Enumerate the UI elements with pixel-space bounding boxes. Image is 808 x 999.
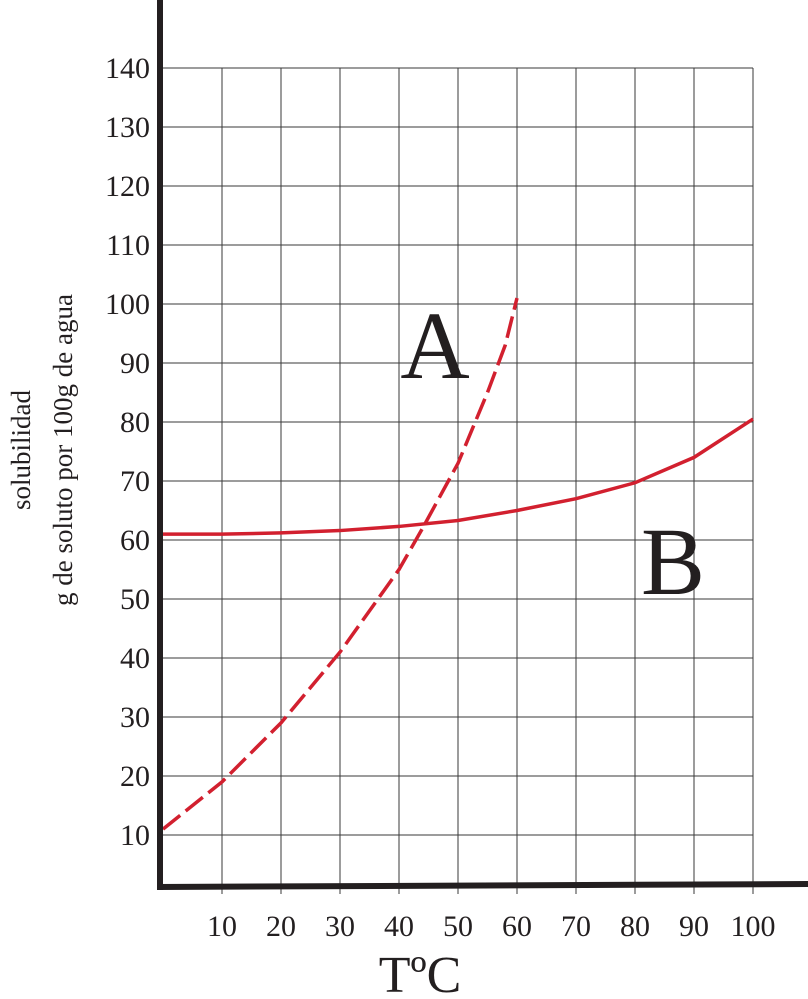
x-tick-label: 60: [502, 910, 532, 943]
x-tick-label: 10: [207, 910, 237, 943]
y-tick-label: 50: [120, 583, 150, 616]
y-tick-label: 80: [120, 406, 150, 439]
x-tick-label: 30: [325, 910, 355, 943]
y-tick-label: 110: [106, 229, 150, 262]
y-tick-label: 40: [120, 642, 150, 675]
x-axis-label: TºC: [379, 947, 462, 999]
y-tick-label: 30: [120, 701, 150, 734]
y-tick-label: 120: [105, 170, 150, 203]
line-series: [161, 297, 519, 831]
y-axis-label: solubilidad: [6, 390, 36, 510]
x-tick-label: 40: [384, 910, 414, 943]
series-label: A: [400, 292, 469, 399]
y-axis-label: g de soluto por 100g de agua: [48, 294, 78, 606]
y-tick-label: 90: [120, 347, 150, 380]
y-tick-label: 140: [105, 52, 150, 85]
line-series: [163, 417, 754, 536]
x-axis: [156, 881, 808, 890]
x-tick-label: 90: [679, 910, 709, 943]
series-label: B: [641, 508, 705, 615]
x-tick-label: 50: [443, 910, 473, 943]
x-tick-label: 20: [266, 910, 296, 943]
y-tick-label: 70: [120, 465, 150, 498]
x-tick-label: 70: [561, 910, 591, 943]
y-tick-label: 60: [120, 524, 150, 557]
y-tick-label: 10: [120, 819, 150, 852]
x-tick-label: 80: [620, 910, 650, 943]
x-tick-label: 100: [731, 910, 776, 943]
y-tick-label: 20: [120, 760, 150, 793]
grid: [163, 67, 754, 894]
y-tick-label: 130: [105, 111, 150, 144]
plot-area: [161, 297, 754, 831]
y-tick-label: 100: [105, 288, 150, 321]
